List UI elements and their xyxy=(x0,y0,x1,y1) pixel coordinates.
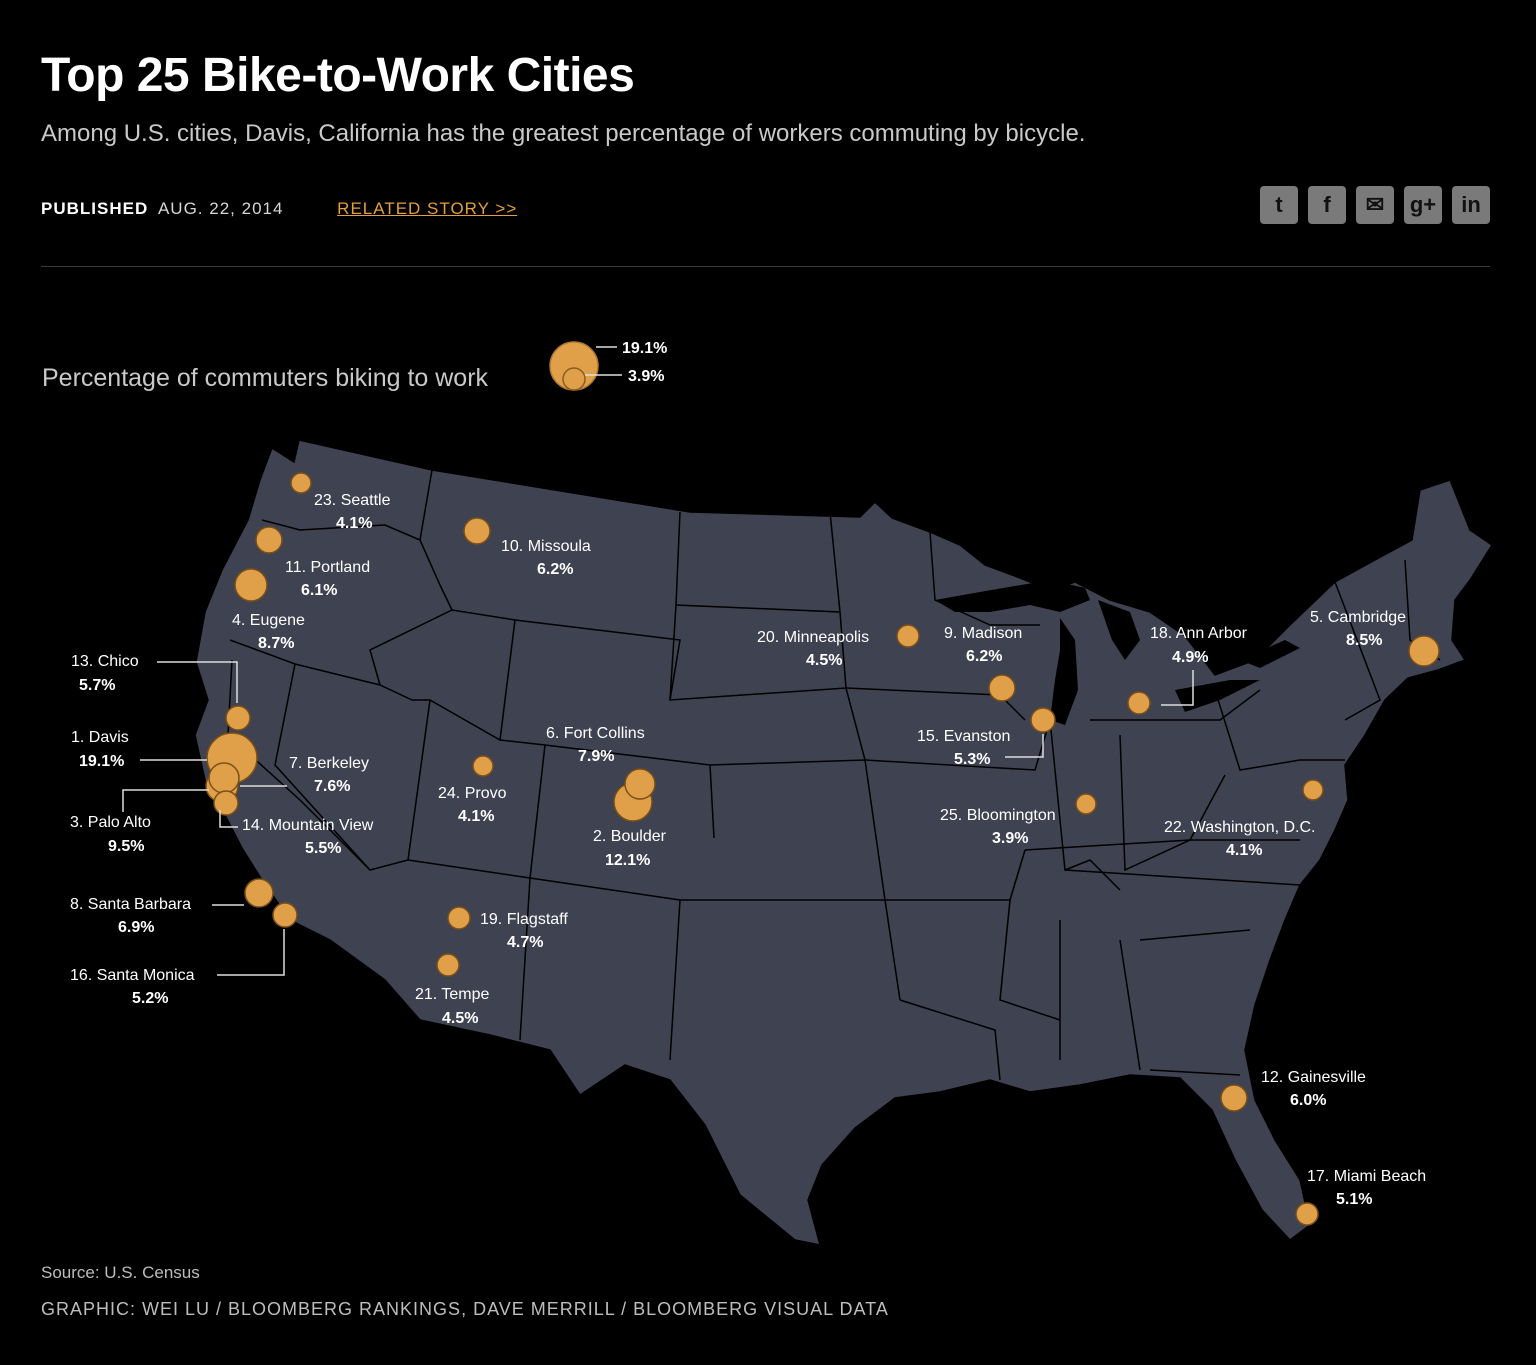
bubble-madison[interactable] xyxy=(988,674,1016,702)
facebook-share-button[interactable]: f xyxy=(1308,186,1346,224)
bubble-seattle[interactable] xyxy=(290,472,312,494)
label-provo: 24. Provo 4.1% xyxy=(438,785,507,825)
twitter-icon: t xyxy=(1275,192,1283,217)
bubble-chico[interactable] xyxy=(225,705,251,731)
label-missoula: 10. Missoula 6.2% xyxy=(501,538,591,578)
legend-title: Percentage of commuters biking to work xyxy=(42,364,489,392)
label-berkeley: 7. Berkeley 7.6% xyxy=(289,755,369,795)
legend-bubbles: 19.1% 3.9% xyxy=(549,340,667,391)
published-label: PUBLISHED xyxy=(41,199,149,218)
label-tempe: 21. Tempe 4.5% xyxy=(415,986,490,1027)
label-santa-barbara: 8. Santa Barbara 6.9% xyxy=(70,896,191,936)
email-icon: ✉ xyxy=(1365,192,1385,217)
label-miami-beach: 17. Miami Beach 5.1% xyxy=(1307,1168,1426,1208)
bubble-santa-monica[interactable] xyxy=(272,902,298,928)
graphic-credit: GRAPHIC: WEI LU / BLOOMBERG RANKINGS, DA… xyxy=(41,1299,889,1319)
label-chico: 13. Chico 5.7% xyxy=(71,653,139,694)
bubble-tempe[interactable] xyxy=(436,953,460,977)
bubble-gainesville[interactable] xyxy=(1220,1084,1248,1112)
label-fort-collins: 6. Fort Collins 7.9% xyxy=(546,725,645,765)
publish-meta: PUBLISHED AUG. 22, 2014 RELATED STORY >> xyxy=(41,199,517,219)
bubble-ann-arbor[interactable] xyxy=(1127,691,1151,715)
bubble-bloomington[interactable] xyxy=(1075,793,1097,815)
related-story-link[interactable]: RELATED STORY >> xyxy=(337,199,518,218)
label-evanston: 15. Evanston 5.3% xyxy=(917,728,1010,768)
label-boulder: 2. Boulder 12.1% xyxy=(593,828,667,869)
label-bloomington: 25. Bloomington 3.9% xyxy=(940,807,1056,847)
label-flagstaff: 19. Flagstaff 4.7% xyxy=(480,911,568,951)
published-date: AUG. 22, 2014 xyxy=(157,199,284,218)
bubble-provo[interactable] xyxy=(472,755,494,777)
bubble-washington-dc[interactable] xyxy=(1302,779,1324,801)
label-portland: 11. Portland 6.1% xyxy=(285,559,370,599)
label-palo-alto: 3. Palo Alto 9.5% xyxy=(70,814,151,855)
label-minneapolis: 20. Minneapolis 4.5% xyxy=(757,629,869,669)
legend-min-label: 3.9% xyxy=(628,368,664,385)
great-lakes xyxy=(935,580,1300,725)
bubble-flagstaff[interactable] xyxy=(447,906,471,930)
linkedin-icon: in xyxy=(1461,192,1481,217)
linkedin-share-button[interactable]: in xyxy=(1452,186,1490,224)
label-seattle: 23. Seattle 4.1% xyxy=(314,492,391,532)
label-mountain-view: 14. Mountain View 5.5% xyxy=(242,817,374,857)
city-bubbles xyxy=(205,472,1440,1226)
label-madison: 9. Madison 6.2% xyxy=(944,625,1022,665)
us-landmass xyxy=(194,439,1494,1246)
header-divider xyxy=(41,266,1490,267)
label-santa-monica: 16. Santa Monica 5.2% xyxy=(70,967,195,1007)
bubble-missoula[interactable] xyxy=(463,517,491,545)
facebook-icon: f xyxy=(1323,192,1331,217)
bubble-santa-barbara[interactable] xyxy=(244,878,274,908)
bubble-mountain-view[interactable] xyxy=(213,790,239,816)
legend-max-label: 19.1% xyxy=(622,340,667,357)
label-cambridge: 5. Cambridge 8.5% xyxy=(1310,609,1406,649)
leader-lines xyxy=(122,661,1194,976)
email-share-button[interactable]: ✉ xyxy=(1356,186,1394,224)
source-note: Source: U.S. Census xyxy=(41,1263,200,1282)
bubble-fort-collins[interactable] xyxy=(624,768,656,800)
page-title: Top 25 Bike-to-Work Cities xyxy=(41,49,635,102)
legend-bubble-min xyxy=(562,367,586,391)
twitter-share-button[interactable]: t xyxy=(1260,186,1298,224)
bubble-evanston[interactable] xyxy=(1030,707,1056,733)
google-plus-icon: g+ xyxy=(1409,192,1437,217)
social-share-bar: t f ✉ g+ in xyxy=(1260,186,1490,224)
bubble-minneapolis[interactable] xyxy=(896,624,920,648)
state-borders xyxy=(227,469,1441,1081)
label-davis: 1. Davis 19.1% xyxy=(71,729,129,770)
label-washington-dc: 22. Washington, D.C. 4.1% xyxy=(1164,819,1315,859)
city-labels: 23. Seattle 4.1% 11. Portland 6.1% 4. Euge… xyxy=(70,492,1426,1208)
bubble-berkeley[interactable] xyxy=(208,762,240,794)
google-plus-share-button[interactable]: g+ xyxy=(1404,186,1442,224)
label-gainesville: 12. Gainesville 6.0% xyxy=(1261,1069,1366,1109)
page-subtitle: Among U.S. cities, Davis, California has… xyxy=(41,120,1086,147)
label-ann-arbor: 18. Ann Arbor 4.9% xyxy=(1150,625,1248,666)
bubble-cambridge[interactable] xyxy=(1408,635,1440,667)
bubble-miami-beach[interactable] xyxy=(1295,1202,1319,1226)
bubble-eugene[interactable] xyxy=(234,568,268,602)
bubble-portland[interactable] xyxy=(255,526,283,554)
label-eugene: 4. Eugene 8.7% xyxy=(232,612,305,652)
